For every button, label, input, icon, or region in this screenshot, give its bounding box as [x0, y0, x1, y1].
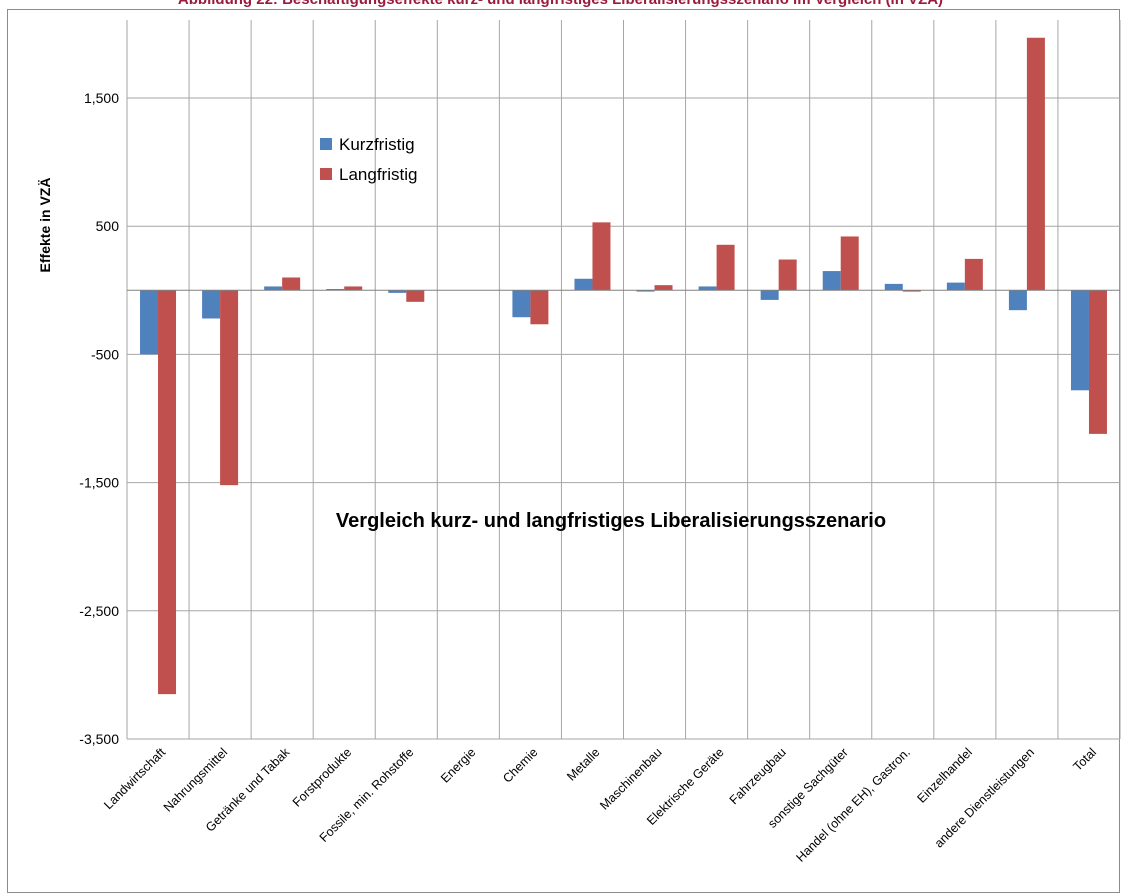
x-category-label: Forstprodukte [290, 745, 354, 809]
bar-langfristig [840, 236, 859, 291]
bar-kurzfristig [822, 271, 841, 291]
bar-kurzfristig [1070, 290, 1089, 391]
bar-langfristig [716, 244, 735, 291]
bar-kurzfristig [574, 278, 593, 291]
bar-langfristig [530, 290, 549, 325]
y-tick-label: -2,500 [79, 603, 119, 619]
bar-kurzfristig [326, 289, 345, 291]
bar-langfristig [964, 258, 983, 291]
bar-langfristig [282, 277, 301, 291]
y-tick-label: -1,500 [79, 475, 119, 491]
x-category-label: Fahrzeugbau [727, 745, 789, 807]
bar-kurzfristig [760, 290, 779, 300]
x-category-label: Total [1071, 745, 1100, 774]
bar-langfristig [1026, 37, 1045, 291]
bar-langfristig [1088, 290, 1107, 434]
y-tick-label: -3,500 [79, 731, 119, 747]
x-category-label: Maschinenbau [597, 745, 664, 812]
x-category-label: andere Dienstleistungen [932, 745, 1037, 850]
bar-kurzfristig [388, 290, 407, 293]
x-category-label: Metalle [564, 745, 602, 783]
bar-kurzfristig [140, 290, 159, 355]
y-tick-label: -500 [91, 346, 119, 362]
chart-frame [7, 9, 1120, 893]
y-tick-label: 1,500 [84, 90, 119, 106]
bar-langfristig [778, 259, 797, 291]
bar-kurzfristig [884, 283, 903, 291]
bar-kurzfristig [512, 290, 531, 318]
x-category-label: Nahrungsmittel [161, 745, 230, 814]
bar-langfristig [344, 286, 363, 291]
bar-kurzfristig [202, 290, 221, 319]
bar-kurzfristig [946, 282, 965, 291]
bar-kurzfristig [636, 290, 655, 292]
legend-label: Langfristig [339, 165, 417, 184]
x-category-label: Handel (ohne EH), Gastron. [793, 745, 912, 864]
bar-kurzfristig [1008, 290, 1027, 311]
bar-langfristig [158, 290, 177, 695]
x-category-label: Chemie [500, 745, 540, 785]
bar-langfristig [406, 290, 425, 302]
x-category-label: Energie [438, 745, 478, 785]
bar-langfristig [220, 290, 239, 486]
legend-swatch [320, 168, 332, 180]
legend-swatch [320, 138, 332, 150]
y-axis-label: Effekte in VZÄ [37, 178, 53, 273]
bar-kurzfristig [264, 286, 283, 291]
figure-caption: Abbildung 22: Beschäftigungseffekte kurz… [0, 0, 1121, 8]
bar-langfristig [902, 290, 921, 292]
y-tick-label: 500 [96, 218, 120, 234]
bar-langfristig [654, 285, 673, 291]
grid-layer [126, 20, 1121, 740]
bar-kurzfristig [698, 286, 717, 291]
legend: Kurzfristig Langfristig [320, 135, 417, 184]
chart-annotation: Vergleich kurz- und langfristiges Libera… [336, 510, 886, 532]
x-category-label: Einzelhandel [914, 745, 975, 806]
bar-langfristig [592, 222, 611, 291]
bar-layer [140, 37, 1107, 695]
legend-label: Kurzfristig [339, 135, 415, 154]
x-category-label: Landwirtschaft [101, 745, 168, 812]
